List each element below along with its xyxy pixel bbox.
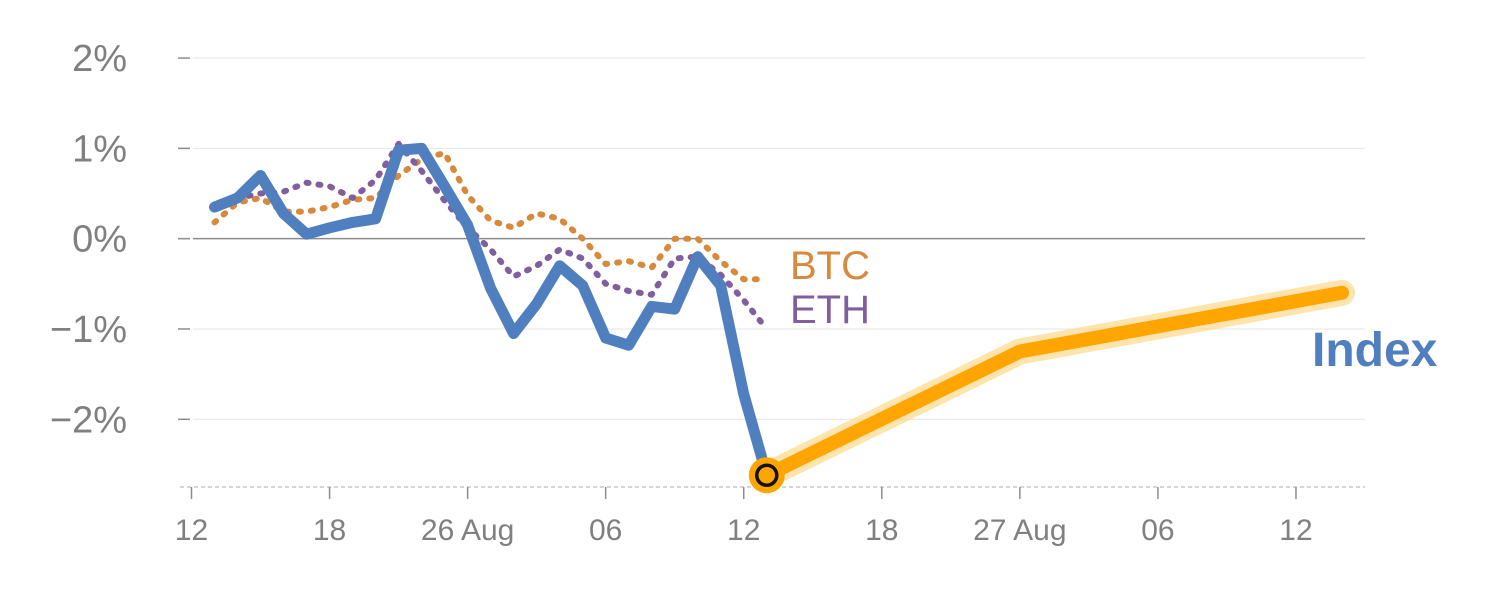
series-line-eth	[211, 140, 770, 332]
marker-dot	[754, 463, 779, 488]
forecast-line-index	[759, 285, 1349, 483]
y-tick-label: 2%	[72, 38, 127, 80]
forecast-line	[753, 279, 1355, 489]
series-label-eth: ETH	[790, 288, 870, 332]
series-label-btc: BTC	[790, 244, 870, 288]
y-tick-label: −1%	[50, 309, 127, 351]
series-lines	[209, 140, 773, 481]
x-tick-label: 18	[865, 514, 898, 547]
x-tick-label: 12	[727, 514, 760, 547]
x-tick-label: 18	[313, 514, 346, 547]
x-tick-label: 12	[1279, 514, 1312, 547]
y-axis: 2% 1% 0% −1% −2%	[50, 38, 190, 441]
x-axis: 12 18 26 Aug 06 12 18 27 Aug 06 12	[175, 486, 1365, 547]
y-tick-label: 0%	[72, 219, 127, 261]
y-tick-label: −2%	[50, 399, 127, 441]
x-tick-label: 27 Aug	[973, 514, 1066, 547]
gridlines	[193, 57, 1365, 420]
series-line-btc	[211, 149, 770, 283]
x-tick-label: 06	[1141, 514, 1174, 547]
series-label-index: Index	[1312, 324, 1438, 377]
series-line-index	[209, 142, 773, 481]
current-value-marker	[748, 457, 785, 494]
x-tick-label: 06	[589, 514, 622, 547]
x-tick-label: 26 Aug	[421, 514, 514, 547]
x-tick-label: 12	[175, 514, 208, 547]
y-tick-label: 1%	[72, 128, 127, 170]
